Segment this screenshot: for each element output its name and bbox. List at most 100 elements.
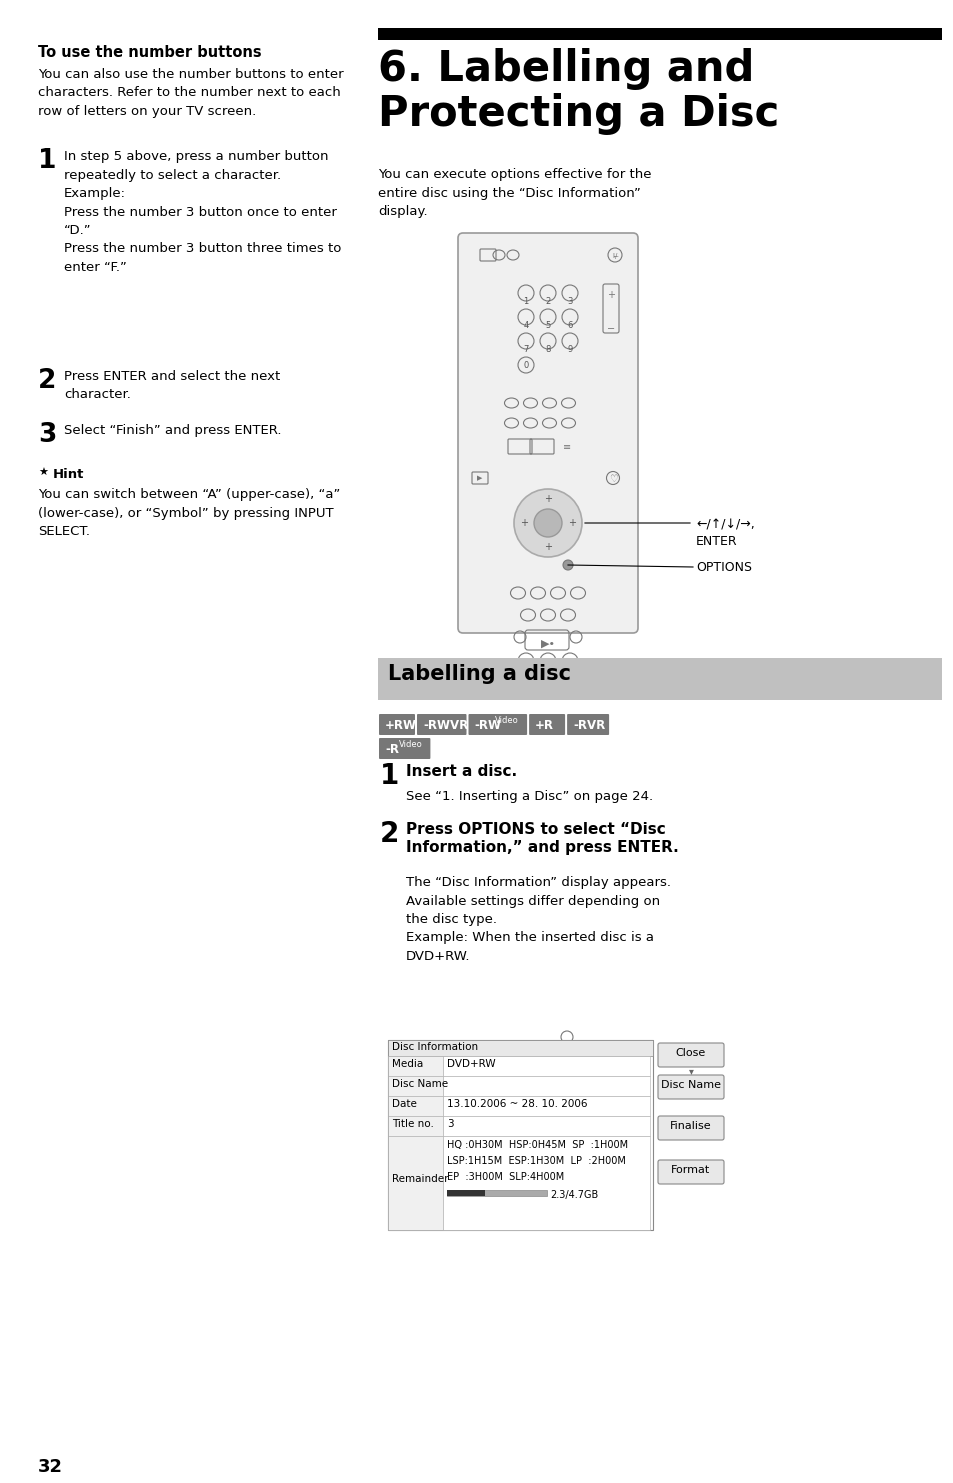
Text: Video: Video bbox=[398, 740, 422, 749]
FancyBboxPatch shape bbox=[566, 713, 608, 736]
Bar bbox=[388, 1040, 652, 1229]
Text: ▶•: ▶• bbox=[540, 639, 555, 650]
Text: 8: 8 bbox=[545, 346, 550, 354]
Bar bbox=[442, 1056, 649, 1077]
Text: ▾: ▾ bbox=[688, 1066, 693, 1077]
Text: Press ENTER and select the next
character.: Press ENTER and select the next characte… bbox=[64, 369, 280, 402]
Text: Media: Media bbox=[392, 1059, 423, 1069]
Text: 3: 3 bbox=[38, 423, 56, 448]
Text: 6. Labelling and
Protecting a Disc: 6. Labelling and Protecting a Disc bbox=[377, 47, 779, 135]
Text: Press OPTIONS to select “Disc
Information,” and press ENTER.: Press OPTIONS to select “Disc Informatio… bbox=[406, 822, 678, 856]
Bar bbox=[442, 1096, 649, 1117]
FancyBboxPatch shape bbox=[378, 713, 415, 736]
Bar bbox=[388, 1056, 442, 1077]
Text: 3: 3 bbox=[447, 1120, 453, 1129]
Text: ≡: ≡ bbox=[562, 442, 571, 452]
Text: To use the number buttons: To use the number buttons bbox=[38, 44, 261, 59]
Text: In step 5 above, press a number button
repeatedly to select a character.
Example: In step 5 above, press a number button r… bbox=[64, 150, 341, 274]
Text: Select “Finish” and press ENTER.: Select “Finish” and press ENTER. bbox=[64, 424, 281, 437]
Text: 2.3/4.7GB: 2.3/4.7GB bbox=[550, 1189, 598, 1200]
Text: +: + bbox=[567, 518, 576, 528]
Text: 2: 2 bbox=[379, 820, 399, 848]
Text: -RVR: -RVR bbox=[573, 719, 605, 733]
Text: ▶: ▶ bbox=[476, 475, 482, 480]
Text: +R: +R bbox=[535, 719, 554, 733]
Text: LSP:1H15M  ESP:1H30M  LP  :2H00M: LSP:1H15M ESP:1H30M LP :2H00M bbox=[447, 1157, 625, 1166]
Text: Insert a disc.: Insert a disc. bbox=[406, 764, 517, 779]
Text: 1: 1 bbox=[523, 297, 528, 305]
FancyBboxPatch shape bbox=[658, 1117, 723, 1140]
Bar bbox=[377, 658, 941, 700]
Text: Disc Name: Disc Name bbox=[392, 1080, 448, 1089]
Bar bbox=[388, 1040, 652, 1056]
Text: 9: 9 bbox=[567, 346, 572, 354]
Bar bbox=[388, 1136, 442, 1229]
Text: 32: 32 bbox=[38, 1458, 63, 1476]
Bar bbox=[377, 28, 941, 40]
Text: +: + bbox=[519, 518, 527, 528]
Text: 7: 7 bbox=[523, 346, 528, 354]
Bar bbox=[388, 1117, 442, 1136]
Text: ★: ★ bbox=[38, 469, 48, 478]
Circle shape bbox=[562, 561, 573, 569]
Text: You can execute options effective for the
entire disc using the “Disc Informatio: You can execute options effective for th… bbox=[377, 168, 651, 218]
Text: -RW: -RW bbox=[474, 719, 501, 733]
Text: 1: 1 bbox=[38, 148, 56, 174]
Text: Finalise: Finalise bbox=[670, 1121, 711, 1132]
Text: 2: 2 bbox=[545, 297, 550, 305]
Text: +RW: +RW bbox=[385, 719, 416, 733]
Text: 5: 5 bbox=[545, 320, 550, 331]
Text: DVD+RW: DVD+RW bbox=[447, 1059, 496, 1069]
Text: You can also use the number buttons to enter
characters. Refer to the number nex: You can also use the number buttons to e… bbox=[38, 68, 343, 119]
FancyBboxPatch shape bbox=[416, 713, 466, 736]
Text: +: + bbox=[543, 541, 552, 552]
Text: Date: Date bbox=[392, 1099, 416, 1109]
Text: HQ :0H30M  HSP:0H45M  SP  :1H00M: HQ :0H30M HSP:0H45M SP :1H00M bbox=[447, 1140, 627, 1149]
Text: 2: 2 bbox=[38, 368, 56, 394]
Text: −: − bbox=[606, 323, 615, 334]
FancyBboxPatch shape bbox=[658, 1043, 723, 1066]
Text: 3: 3 bbox=[567, 297, 572, 305]
Text: +: + bbox=[606, 291, 615, 300]
Bar bbox=[447, 1189, 546, 1195]
Text: Disc Name: Disc Name bbox=[660, 1080, 720, 1090]
Text: Close: Close bbox=[675, 1048, 705, 1057]
Text: ♡: ♡ bbox=[608, 475, 617, 483]
Text: Remainder: Remainder bbox=[392, 1175, 448, 1183]
Text: ←/↑/↓/→,
ENTER: ←/↑/↓/→, ENTER bbox=[696, 519, 754, 549]
Text: Labelling a disc: Labelling a disc bbox=[388, 664, 571, 684]
Text: I/̶: I/̶ bbox=[612, 254, 617, 260]
Bar bbox=[388, 1096, 442, 1117]
FancyBboxPatch shape bbox=[529, 713, 564, 736]
Bar bbox=[442, 1136, 649, 1229]
Text: 6: 6 bbox=[567, 320, 572, 331]
Text: Format: Format bbox=[671, 1166, 710, 1175]
FancyBboxPatch shape bbox=[378, 739, 430, 759]
FancyBboxPatch shape bbox=[658, 1160, 723, 1183]
Text: 1: 1 bbox=[379, 762, 399, 790]
Text: You can switch between “A” (upper-case), “a”
(lower-case), or “Symbol” by pressi: You can switch between “A” (upper-case),… bbox=[38, 488, 340, 538]
Circle shape bbox=[534, 509, 561, 537]
Text: OPTIONS: OPTIONS bbox=[696, 561, 751, 574]
Text: Title no.: Title no. bbox=[392, 1120, 434, 1129]
Text: 13.10.2006 ~ 28. 10. 2006: 13.10.2006 ~ 28. 10. 2006 bbox=[447, 1099, 587, 1109]
Text: +: + bbox=[543, 494, 552, 504]
Text: EP  :3H00M  SLP:4H00M: EP :3H00M SLP:4H00M bbox=[447, 1172, 563, 1182]
FancyBboxPatch shape bbox=[457, 233, 638, 633]
FancyBboxPatch shape bbox=[658, 1075, 723, 1099]
Text: The “Disc Information” display appears.
Available settings differ depending on
t: The “Disc Information” display appears. … bbox=[406, 876, 670, 962]
Bar bbox=[442, 1117, 649, 1136]
Text: Disc Information: Disc Information bbox=[392, 1043, 477, 1051]
Bar bbox=[388, 1077, 442, 1096]
Text: Hint: Hint bbox=[53, 469, 84, 480]
Text: Video: Video bbox=[495, 716, 518, 725]
Text: -RWVR: -RWVR bbox=[422, 719, 468, 733]
Text: -R: -R bbox=[385, 743, 398, 756]
Bar bbox=[447, 1189, 484, 1195]
Circle shape bbox=[514, 489, 581, 558]
Text: 0: 0 bbox=[523, 360, 528, 369]
Text: See “1. Inserting a Disc” on page 24.: See “1. Inserting a Disc” on page 24. bbox=[406, 790, 653, 802]
FancyBboxPatch shape bbox=[468, 713, 527, 736]
Text: 4: 4 bbox=[523, 320, 528, 331]
Bar bbox=[442, 1077, 649, 1096]
